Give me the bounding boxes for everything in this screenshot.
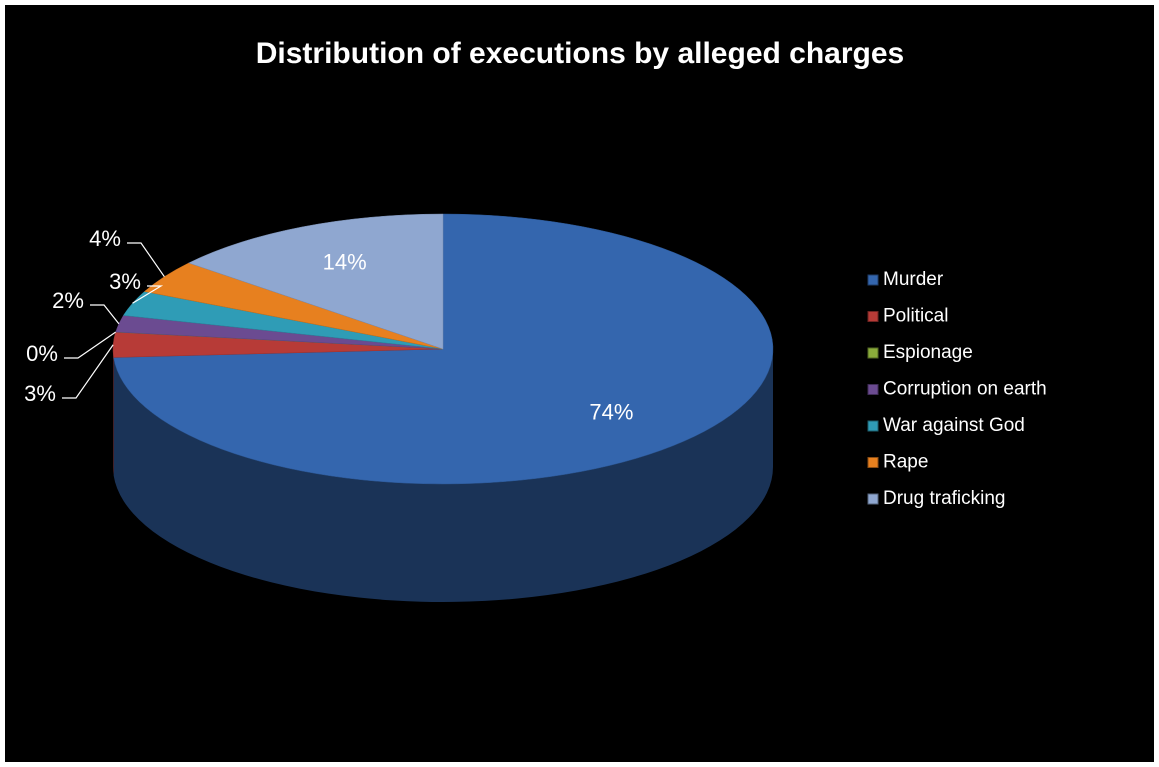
legend-label: Murder [883,269,944,290]
legend-swatch [867,384,879,395]
leader-line [64,331,116,359]
data-label: 74% [589,400,633,425]
legend-swatch [867,311,879,322]
legend-label: Corruption on earth [883,379,1047,400]
legend-swatch [867,493,879,505]
pie-side [113,349,114,476]
legend-swatch [867,420,879,432]
data-label: 3% [109,269,141,294]
pie-slice [188,213,444,350]
legend-label: Rape [883,452,928,473]
pie-slice [113,213,774,485]
legend-label: Espionage [883,342,973,363]
data-label: 2% [52,288,84,313]
pie-side [113,349,773,602]
legend-label: War against God [883,415,1025,436]
leader-line [132,285,164,304]
legend-label: Drug traficking [883,488,1006,509]
legend-swatch [867,457,879,468]
data-label: 3% [24,381,56,406]
data-label: 0% [26,341,58,366]
data-label: 4% [89,226,121,251]
legend-swatch [867,347,879,359]
leader-line [62,344,114,399]
chart-title: Distribution of executions by alleged ch… [256,37,904,70]
legend-swatch [867,274,879,286]
leader-line [127,242,165,278]
data-label: 14% [323,249,367,274]
legend-label: Political [883,306,948,327]
leader-line [90,304,120,325]
